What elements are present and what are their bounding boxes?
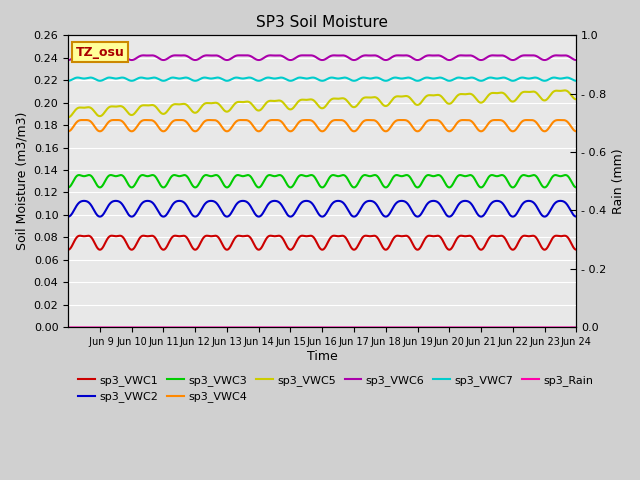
Line: sp3_VWC1: sp3_VWC1 — [68, 236, 577, 250]
sp3_VWC1 — [64, 247, 72, 252]
sp3_VWC6 — [282, 55, 289, 60]
sp3_VWC1 — [508, 247, 516, 252]
sp3_Rain — [64, 324, 72, 330]
sp3_VWC6 — [573, 57, 580, 63]
sp3_VWC1 — [282, 240, 289, 246]
sp3_VWC3 — [282, 178, 289, 184]
X-axis label: Time: Time — [307, 349, 338, 362]
sp3_VWC3 — [259, 180, 267, 185]
Legend: sp3_VWC1, sp3_VWC2, sp3_VWC3, sp3_VWC4, sp3_VWC5, sp3_VWC6, sp3_VWC7, sp3_Rain: sp3_VWC1, sp3_VWC2, sp3_VWC3, sp3_VWC4, … — [74, 371, 598, 407]
sp3_VWC5 — [64, 114, 72, 120]
sp3_VWC6 — [122, 55, 130, 60]
sp3_VWC4 — [64, 129, 72, 134]
sp3_VWC6 — [64, 57, 72, 63]
sp3_VWC5 — [152, 105, 160, 110]
Title: SP3 Soil Moisture: SP3 Soil Moisture — [256, 15, 388, 30]
sp3_VWC4 — [259, 125, 267, 131]
sp3_VWC5 — [563, 88, 570, 94]
sp3_VWC7 — [508, 78, 516, 84]
Y-axis label: Soil Moisture (m3/m3): Soil Moisture (m3/m3) — [15, 112, 28, 251]
sp3_VWC3 — [152, 175, 160, 180]
sp3_VWC5 — [259, 104, 267, 110]
sp3_VWC4 — [282, 124, 289, 130]
sp3_VWC5 — [508, 98, 515, 104]
sp3_Rain — [563, 324, 570, 330]
sp3_VWC1 — [122, 240, 130, 246]
Line: sp3_VWC4: sp3_VWC4 — [68, 120, 577, 132]
sp3_VWC2 — [64, 214, 72, 219]
sp3_Rain — [573, 324, 580, 330]
sp3_VWC7 — [64, 78, 72, 84]
sp3_VWC6 — [508, 57, 516, 63]
sp3_VWC2 — [282, 208, 289, 214]
sp3_Rain — [281, 324, 289, 330]
sp3_VWC6 — [152, 54, 160, 60]
sp3_VWC2 — [508, 214, 516, 219]
sp3_VWC1 — [573, 247, 580, 252]
Line: sp3_VWC6: sp3_VWC6 — [68, 55, 577, 60]
sp3_Rain — [152, 324, 160, 330]
sp3_VWC5 — [122, 108, 130, 113]
sp3_VWC7 — [152, 75, 160, 81]
sp3_VWC1 — [259, 242, 267, 248]
sp3_VWC2 — [573, 214, 580, 219]
sp3_VWC3 — [202, 172, 210, 178]
sp3_VWC7 — [277, 75, 285, 81]
sp3_VWC1 — [108, 233, 116, 239]
Line: sp3_VWC7: sp3_VWC7 — [68, 78, 577, 81]
sp3_VWC6 — [563, 53, 570, 59]
sp3_VWC4 — [110, 117, 118, 123]
sp3_VWC7 — [563, 75, 570, 81]
sp3_VWC1 — [152, 237, 160, 242]
sp3_VWC4 — [508, 128, 516, 134]
sp3_VWC4 — [563, 118, 570, 124]
sp3_VWC7 — [282, 76, 289, 82]
sp3_VWC4 — [122, 123, 130, 129]
sp3_VWC2 — [563, 201, 570, 207]
sp3_Rain — [122, 324, 130, 330]
sp3_VWC6 — [259, 56, 267, 61]
Line: sp3_VWC5: sp3_VWC5 — [68, 90, 577, 117]
sp3_VWC4 — [573, 129, 580, 134]
sp3_Rain — [508, 324, 515, 330]
sp3_Rain — [259, 324, 267, 330]
sp3_VWC5 — [561, 87, 569, 93]
sp3_VWC2 — [152, 205, 160, 211]
sp3_VWC6 — [108, 52, 116, 58]
sp3_VWC2 — [175, 198, 183, 204]
Y-axis label: Rain (mm): Rain (mm) — [612, 148, 625, 214]
sp3_VWC1 — [563, 233, 570, 239]
Text: TZ_osu: TZ_osu — [76, 46, 125, 59]
Line: sp3_VWC3: sp3_VWC3 — [68, 175, 577, 187]
sp3_VWC3 — [573, 184, 580, 190]
sp3_VWC7 — [573, 78, 580, 84]
sp3_VWC3 — [122, 178, 130, 183]
sp3_VWC7 — [259, 76, 267, 82]
sp3_VWC3 — [64, 184, 72, 190]
sp3_VWC4 — [152, 121, 160, 127]
sp3_VWC7 — [122, 76, 130, 82]
sp3_VWC2 — [259, 210, 267, 216]
sp3_VWC3 — [508, 184, 516, 190]
sp3_VWC2 — [122, 208, 130, 214]
Line: sp3_VWC2: sp3_VWC2 — [68, 201, 577, 216]
sp3_VWC5 — [281, 102, 289, 108]
sp3_VWC5 — [573, 96, 580, 102]
sp3_VWC3 — [563, 172, 570, 178]
